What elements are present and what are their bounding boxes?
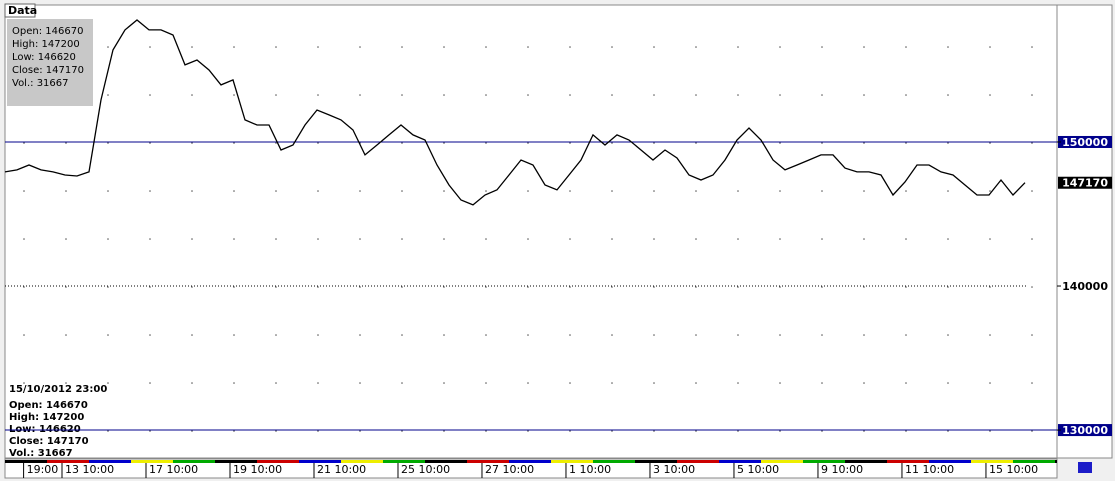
x-tick-label: 19 10:00 [233,463,282,476]
strip-segment [971,460,1013,463]
tab-label[interactable]: Data [8,4,37,17]
strip-segment [719,460,761,463]
x-tick-label: 13 10:00 [65,463,114,476]
strip-segment [299,460,341,463]
tab[interactable] [4,3,36,18]
strip-segment [425,460,467,463]
strip-segment [341,460,383,463]
info-text: Low: 146620 [12,52,76,63]
strip-segment [635,460,677,463]
x-tick-label: 15 10:00 [989,463,1038,476]
strip-segment [1013,460,1055,463]
x-tick-label: 9 10:00 [821,463,863,476]
strip-segment [5,460,47,463]
strip-segment [551,460,593,463]
x-tick-label: 5 10:00 [737,463,779,476]
x-tick-label: 17 10:00 [149,463,198,476]
y-tick-label: 130000 [1062,424,1108,437]
strip-segment [929,460,971,463]
x-tick-label: 11 10:00 [905,463,954,476]
x-tick-label: 19:00 [27,463,59,476]
y-tick-label: 150000 [1062,136,1108,149]
legend-date: 15/10/2012 23:00 [9,384,107,395]
strip-segment [677,460,719,463]
strip-segment [593,460,635,463]
strip-segment [761,460,803,463]
legend-text: High: 147200 [9,412,84,423]
strip-segment [89,460,131,463]
tick-box [1058,424,1112,437]
strip-segment [173,460,215,463]
strip-segment [47,460,89,463]
x-tick-label: 1 10:00 [569,463,611,476]
strip-segment [509,460,551,463]
settings-button[interactable] [1078,462,1092,473]
legend-text: Low: 146620 [9,424,81,435]
strip-segment [131,460,173,463]
info-text: High: 147200 [12,39,80,50]
last-price-box [1058,176,1112,189]
strip-segment [845,460,887,463]
strip-segment [887,460,929,463]
strip-segment [383,460,425,463]
price-axis [1056,4,1113,459]
x-tick-label: 25 10:00 [401,463,450,476]
strip-segment [215,460,257,463]
strip-segment [1055,460,1057,463]
info-text: Vol.: 31667 [12,78,69,89]
strip-segment [467,460,509,463]
strip-segment [803,460,845,463]
legend-text: Vol.: 31667 [9,448,73,459]
tick-box [1058,135,1112,148]
x-tick-label: 3 10:00 [653,463,695,476]
time-axis [4,458,1058,479]
legend-text: Close: 147170 [9,436,89,447]
y-tick-label: 140000 [1062,280,1108,293]
info-text: Close: 147170 [12,65,84,76]
info-text: Open: 146670 [12,26,83,37]
x-tick-label: 27 10:00 [485,463,534,476]
info-box [7,19,93,106]
strip-segment [257,460,299,463]
x-tick-label: 21 10:00 [317,463,366,476]
last-price-label: 147170 [1062,177,1108,190]
price-line [4,19,1026,206]
legend-text: Open: 146670 [9,400,88,411]
dot-grid [5,5,1057,458]
